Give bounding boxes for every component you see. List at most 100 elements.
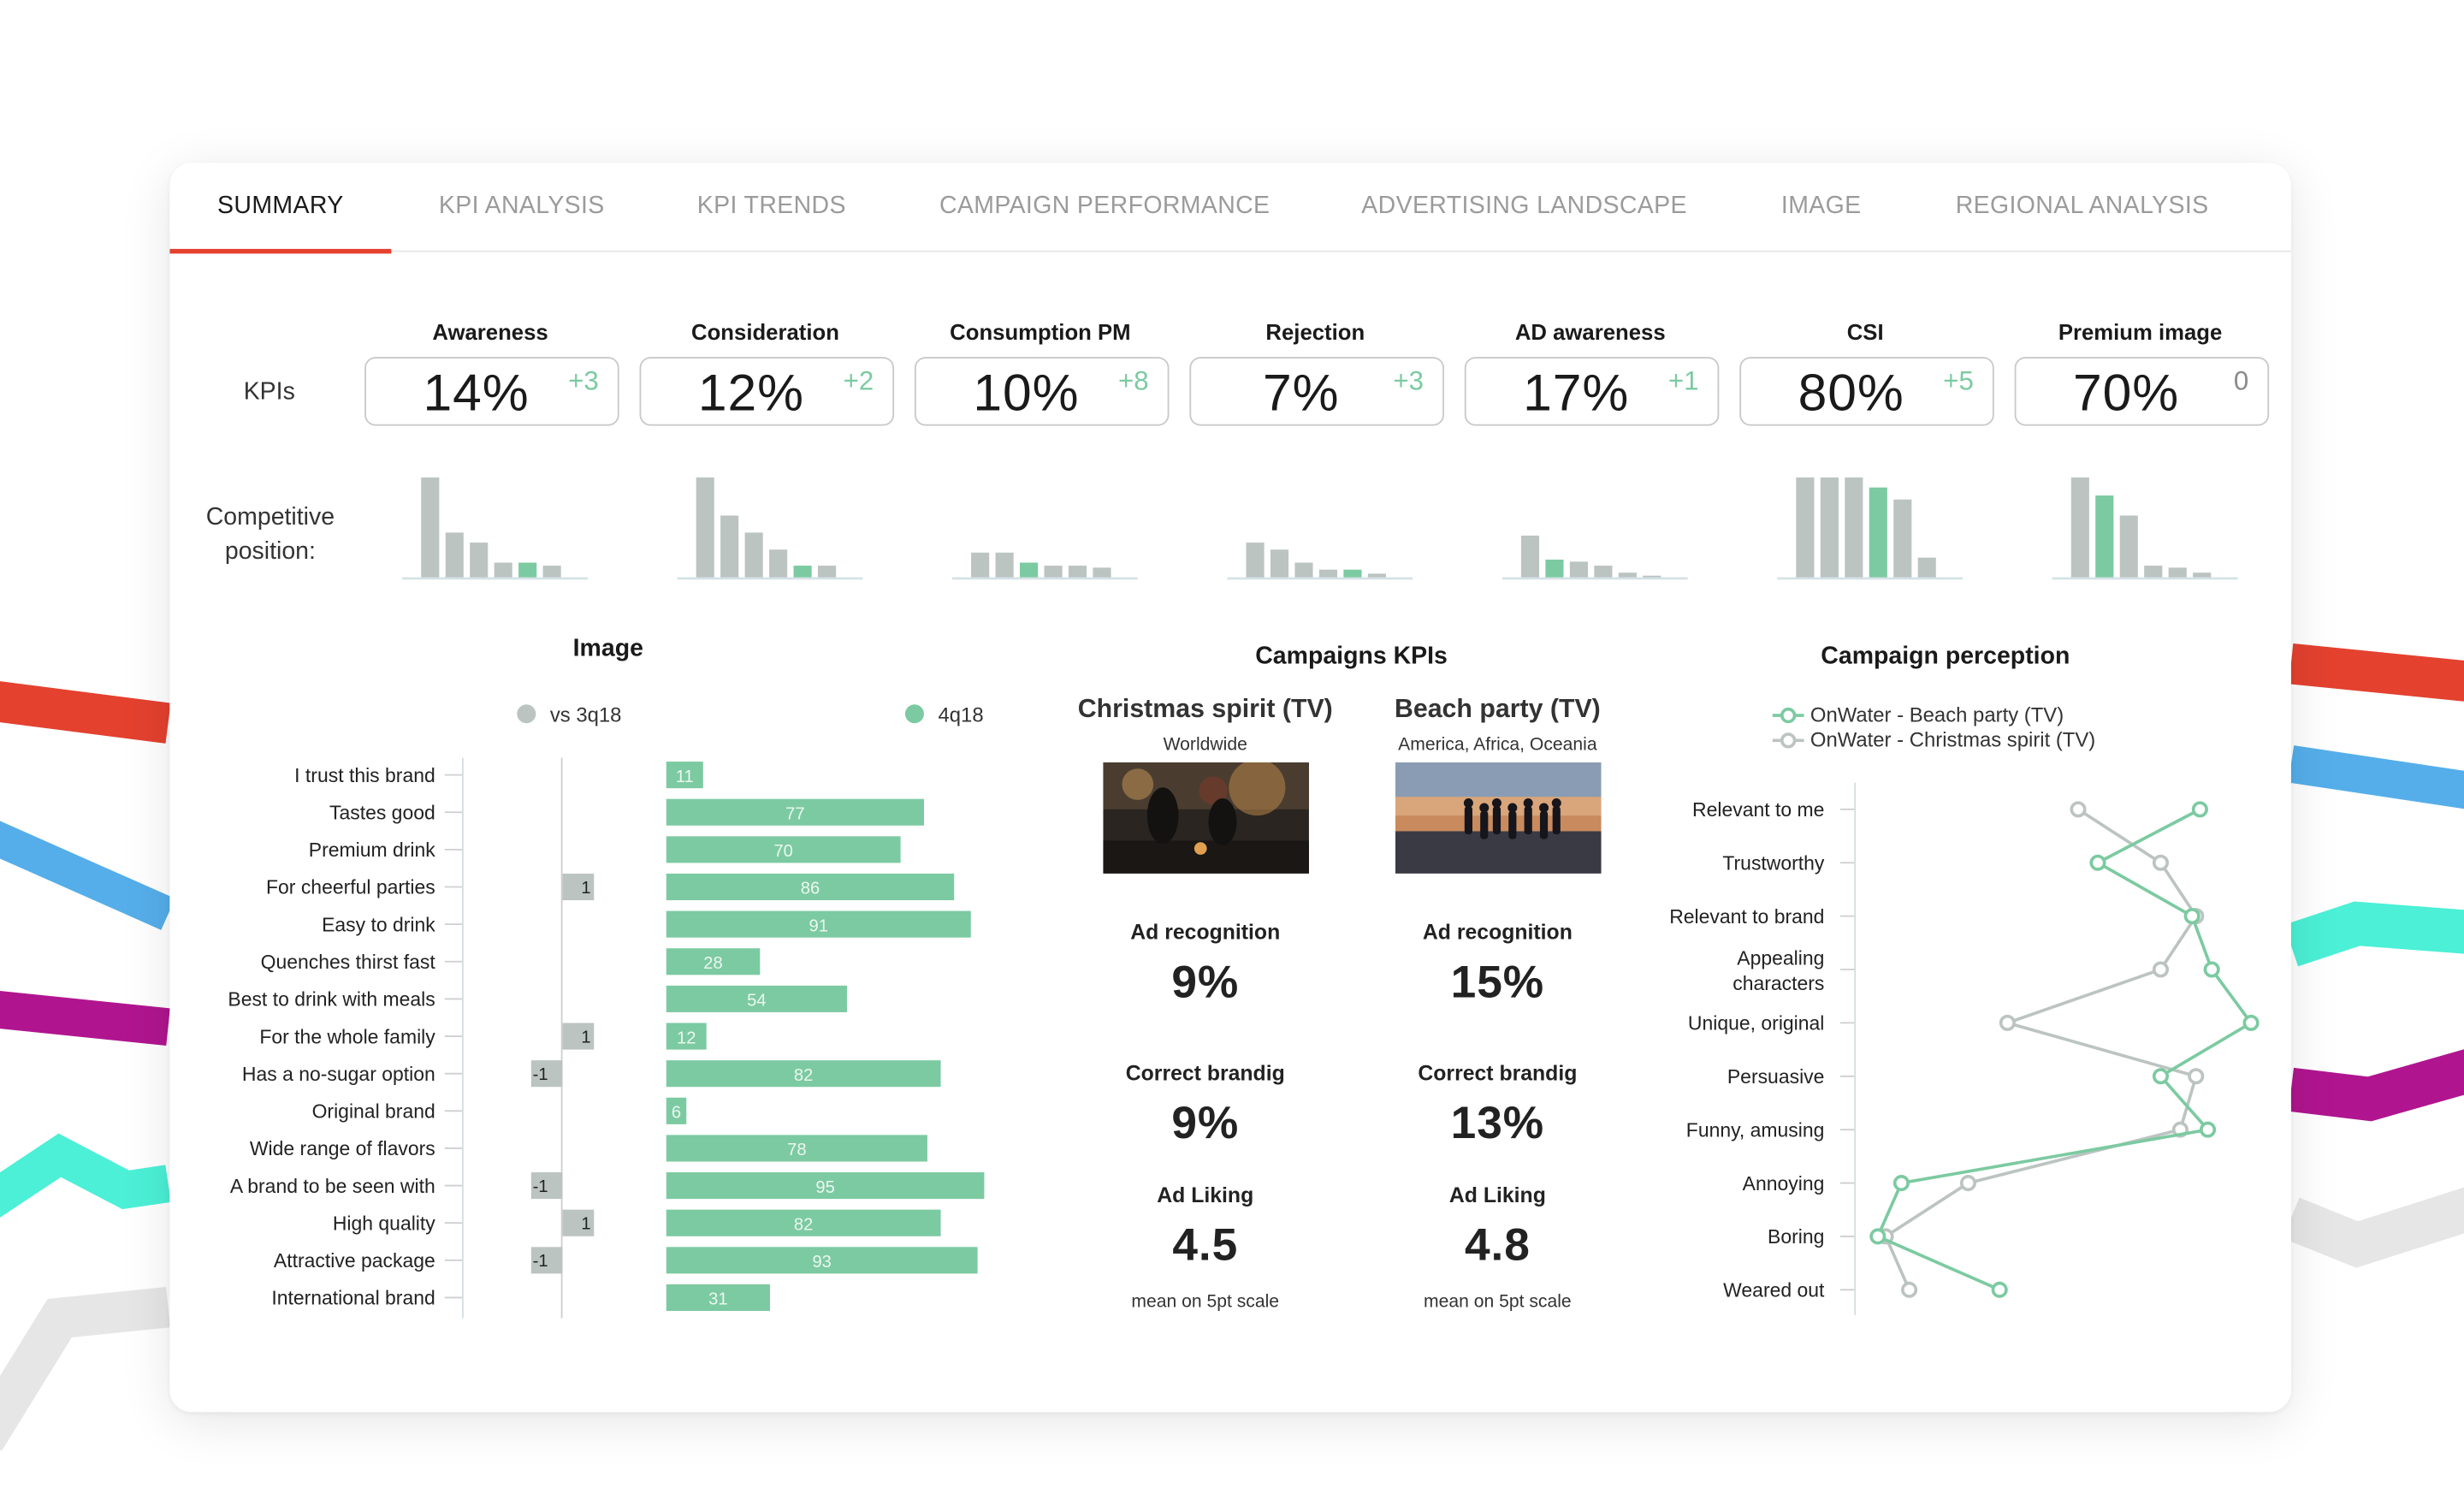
beach-party-line [1875,808,2254,1291]
image-bar-value: 11 [676,768,694,786]
competitive-position-charts [402,477,2238,580]
competitive-chart-consideration [677,477,863,580]
kpi-card[interactable]: 7% +3 [1189,357,1444,426]
competitive-bar [2144,566,2163,578]
competitive-bar [1643,575,1661,578]
image-diff-label: 1 [581,879,590,898]
ad-liking-value: 4.8 [1464,1221,1531,1272]
tab-summary[interactable]: SUMMARY [169,163,392,254]
competitive-bar-own-brand [793,566,812,578]
campaign-title[interactable]: Christmas spirit (TV) [1077,695,1333,724]
competitive-bar [1270,549,1289,578]
image-bar [666,1060,941,1088]
perception-category-label: Appealing [1737,947,1824,969]
kpi-value: 70% [2073,363,2180,422]
beach-party-point [2089,854,2106,871]
competitive-bar-own-brand [518,562,537,578]
perception-category-label: Annoying [1743,1172,1825,1195]
kpi-delta: +5 [1943,366,1974,396]
image-diff-label: -1 [533,1065,548,1084]
tab-regional-analysis[interactable]: REGIONAL ANALYSIS [1955,193,2209,220]
beach-party-point [1991,1281,2008,1298]
image-bar [666,1172,985,1200]
kpi-label: Premium image [2058,319,2223,345]
image-bar-value: 95 [815,1178,834,1197]
image-category-label: For the whole family [259,1025,435,1047]
teal-stripe-right [2283,901,2464,967]
campaigns-kpis-title: Campaigns KPIs [1255,643,1448,671]
tab-image[interactable]: IMAGE [1780,193,1862,220]
image-bar-value: 31 [708,1290,727,1309]
perception-legend-label: OnWater - Beach party (TV) [1810,703,2064,726]
gray-stripe-left [0,1286,170,1451]
competitive-bar [1044,566,1063,578]
kpi-value: 80% [1798,363,1904,422]
beach-party-point [1892,1175,1910,1192]
perception-category-label: Persuasive [1727,1065,1825,1088]
image-bar [666,948,761,975]
image-diff-bar [562,873,595,901]
image-diff-bar [530,1060,563,1088]
kpi-card[interactable]: 80% +5 [1739,357,1994,426]
competitive-bar [1294,562,1313,578]
kpis-row-label: KPIs [243,378,295,406]
beach-party-point [2191,801,2208,818]
kpi-label: Awareness [432,319,548,345]
image-diff-label: 1 [581,1215,590,1234]
competitive-chart-csi [1777,477,1964,580]
kpi-card[interactable]: 10% +8 [914,357,1170,426]
beach-party-point [2203,961,2220,978]
kpi-card[interactable]: 17% +1 [1464,357,1720,426]
image-section-title: Image [572,635,643,662]
ad-recognition-label: Ad recognition [1422,920,1573,945]
red-stripe-left [0,681,171,744]
campaign-title[interactable]: Beach party (TV) [1394,695,1601,724]
competitive-bar [1618,572,1637,578]
competitive-bar-own-brand [2095,495,2114,578]
image-bar-value: 93 [812,1253,831,1272]
tab-advertising-landscape[interactable]: ADVERTISING LANDSCAPE [1361,193,1687,220]
perception-legend-marker [1780,707,1797,724]
competitive-bar [769,549,788,578]
image-category-label: Original brand [312,1100,435,1123]
image-category-label: International brand [271,1287,435,1309]
tab-campaign-performance[interactable]: CAMPAIGN PERFORMANCE [939,193,1270,220]
image-category-label: A brand to be seen with [230,1175,435,1197]
kpi-value: 7% [1263,363,1340,422]
correct-branding-value: 9% [1171,1099,1240,1149]
ad-recognition-value: 15% [1450,958,1545,1009]
ad-recognition-label: Ad recognition [1130,920,1281,945]
image-bar [666,873,955,901]
competitive-bar [542,566,561,578]
competitive-chart-ad-awareness [1502,535,1688,580]
competitive-bar [2168,567,2187,578]
perception-category-label: characters [1732,972,1824,994]
competitive-bar [1367,573,1386,578]
christmas-spirit-point [2152,961,2170,978]
competitive-bar [1594,566,1613,578]
kpi-card[interactable]: 70% 0 [2014,357,2270,426]
christmas-spirit-thumbnail[interactable] [1103,762,1309,874]
ad-liking-value: 4.5 [1172,1221,1239,1272]
image-bar-value: 78 [787,1141,806,1159]
kpi-card[interactable]: 14% +3 [364,357,619,426]
competitive-bar [445,532,464,578]
image-bar [666,910,971,938]
kpi-card[interactable]: 12% +2 [639,357,895,426]
tab-kpi-trends[interactable]: KPI TRENDS [696,193,846,220]
competitive-bar [1845,477,1863,578]
image-category-label: Quenches thirst fast [261,951,436,973]
tab-kpi-analysis[interactable]: KPI ANALYSIS [438,193,605,220]
image-bar-value: 70 [773,842,792,861]
christmas-spirit-point [2070,801,2087,818]
gray-stripe-right [2283,1187,2464,1268]
image-bar [666,1135,927,1162]
kpi-delta: +3 [568,366,599,396]
perception-category-label: Trustworthy [1722,852,1825,875]
image-bar [666,1247,978,1274]
competitive-bar [1917,557,1936,578]
beach-party-thumbnail[interactable] [1395,762,1602,874]
christmas-spirit-point [2188,1068,2205,1085]
image-diff-label: 1 [581,1028,590,1046]
